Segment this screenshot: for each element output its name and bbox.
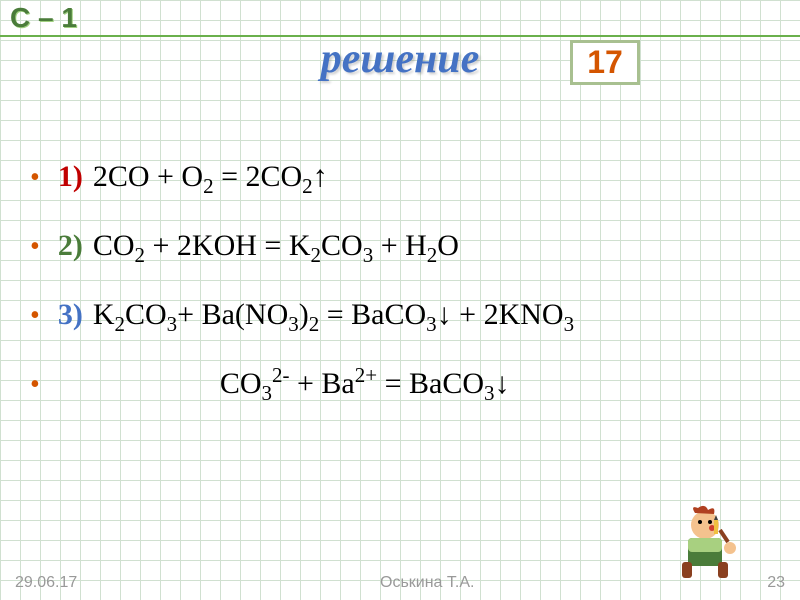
equation-text-3: K2CO3+ Ba(NO3)2 = BaCO3↓ + 2KNO3 (93, 298, 574, 332)
equation-text-1: 2CO + O2 = 2CO2↑ (93, 160, 328, 194)
character-icon (670, 500, 750, 580)
equation-3: • 3) K2CO3+ Ba(NO3)2 = BaCO3↓ + 2KNO3 (30, 298, 770, 332)
footer-page: 23 (767, 574, 785, 592)
equation-text-2: CO2 + 2KOH = K2CO3 + H2O (93, 229, 459, 263)
bullet-icon: • (30, 164, 40, 192)
bullet-icon: • (30, 302, 40, 330)
footer-date: 29.06.17 (15, 574, 77, 592)
equation-2: • 2) CO2 + 2KOH = K2CO3 + H2O (30, 229, 770, 263)
equation-1: • 1) 2CO + O2 = 2CO2↑ (30, 160, 770, 194)
equation-text-4: CO32- + Ba2+ = BaCO3↓ (220, 367, 510, 401)
page-title: решение (321, 35, 480, 83)
corner-label: С – 1 (10, 2, 77, 34)
footer-author: Оськина Т.А. (380, 574, 474, 592)
equation-4: • CO32- + Ba2+ = BaCO3↓ (30, 367, 770, 401)
number-box: 17 (570, 40, 640, 85)
equation-label-3: 3) (58, 298, 83, 332)
equation-label-1: 1) (58, 160, 83, 194)
bullet-icon: • (30, 233, 40, 261)
bullet-icon: • (30, 371, 40, 399)
equation-label-2: 2) (58, 229, 83, 263)
equations-content: • 1) 2CO + O2 = 2CO2↑ • 2) CO2 + 2KOH = … (30, 160, 770, 436)
